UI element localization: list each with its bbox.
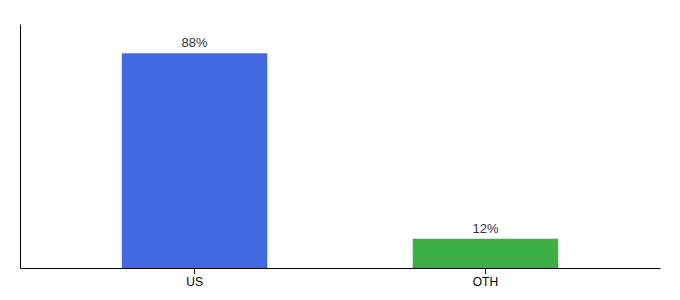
x-tick-mark bbox=[485, 268, 486, 274]
bar bbox=[122, 53, 267, 268]
data-label: 88% bbox=[182, 35, 208, 50]
bar bbox=[413, 239, 558, 268]
x-tick-mark bbox=[194, 268, 195, 274]
x-tick-label: OTH bbox=[473, 275, 498, 289]
y-axis-line bbox=[20, 25, 21, 269]
x-tick: OTH bbox=[473, 268, 498, 289]
x-axis: US OTH bbox=[21, 268, 661, 289]
x-tick-label: US bbox=[186, 275, 203, 289]
bars bbox=[122, 53, 558, 268]
chart: US OTH 88% 12% bbox=[0, 0, 680, 300]
data-label: 12% bbox=[472, 221, 498, 236]
data-labels: 88% 12% bbox=[182, 35, 499, 235]
x-axis-line bbox=[21, 268, 661, 269]
plot-area: US OTH 88% 12% bbox=[21, 25, 661, 289]
y-axis bbox=[20, 25, 21, 269]
x-tick: US bbox=[186, 268, 203, 289]
